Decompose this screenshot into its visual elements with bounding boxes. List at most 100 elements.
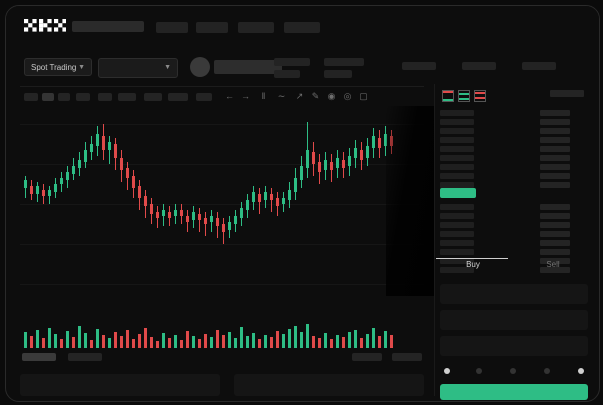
volume-bar (210, 337, 213, 348)
orderbook-depth-selector[interactable] (550, 90, 584, 97)
orderbook-bid-size[interactable] (540, 204, 570, 210)
orderbook-ask-size[interactable] (540, 164, 570, 170)
orderbook-ask-size[interactable] (540, 182, 570, 188)
orderbook-bid-size[interactable] (540, 231, 570, 237)
line-chart-icon[interactable]: ∼ (277, 91, 286, 101)
orderbook-bid-price[interactable] (440, 258, 474, 264)
pencil-icon[interactable]: ✎ (311, 91, 320, 101)
indicator-icon[interactable]: ↗ (295, 91, 304, 101)
orderbook-ask-price[interactable] (440, 182, 474, 188)
candle-body (264, 192, 267, 200)
interval-7[interactable] (144, 93, 162, 101)
bottom-panel-left[interactable] (20, 374, 220, 396)
order-field-3[interactable] (440, 336, 588, 356)
price-chart[interactable] (20, 106, 424, 302)
order-field-2[interactable] (440, 310, 588, 330)
interval-2[interactable] (42, 93, 54, 101)
orderbook-bid-size[interactable] (540, 249, 570, 255)
orderbook-bid-size[interactable] (540, 258, 570, 264)
slider-dot-3[interactable] (544, 368, 550, 374)
interval-9[interactable] (196, 93, 212, 101)
order-book-toolbar (438, 86, 590, 104)
volume-bar (72, 337, 75, 348)
orderbook-ask-price[interactable] (440, 155, 474, 161)
orderbook-bid-price[interactable] (440, 267, 474, 273)
okx-logo[interactable] (24, 19, 66, 32)
slider-dot-1[interactable] (476, 368, 482, 374)
tab-buy[interactable]: Buy (466, 260, 480, 269)
interval-5[interactable] (98, 93, 112, 101)
orderbook-both-icon[interactable] (442, 90, 454, 102)
redo-icon[interactable]: → (241, 91, 250, 101)
stat-3 (402, 62, 436, 70)
nav-item-4[interactable] (284, 22, 320, 33)
orderbook-bid-size[interactable] (540, 267, 570, 273)
chart-control-2[interactable] (392, 353, 422, 361)
volume-bar (132, 339, 135, 348)
candle-body (204, 218, 207, 224)
volume-bar (378, 336, 381, 348)
crosshair-icon[interactable]: ‖ (261, 91, 266, 101)
volume-bar (288, 329, 291, 348)
orderbook-ask-size[interactable] (540, 155, 570, 161)
eye-icon[interactable]: ◎ (343, 91, 352, 101)
orderbook-ask-size[interactable] (540, 128, 570, 134)
search-input[interactable] (72, 21, 144, 32)
interval-4[interactable] (76, 93, 90, 101)
candle-body (174, 210, 177, 216)
submit-buy-button[interactable] (440, 384, 588, 400)
orderbook-bids-icon[interactable] (458, 90, 470, 102)
tab-sell[interactable]: Sell (546, 260, 560, 269)
orderbook-bid-price[interactable] (440, 240, 474, 246)
interval-8[interactable] (168, 93, 188, 101)
amount-slider[interactable] (438, 366, 590, 376)
slider-dot-0[interactable] (444, 368, 450, 374)
orderbook-bid-price[interactable] (440, 213, 474, 219)
orderbook-bid-size[interactable] (540, 222, 570, 228)
chart-tab-1[interactable] (22, 353, 56, 361)
candle-body (348, 156, 351, 166)
orderbook-ask-price[interactable] (440, 164, 474, 170)
orderbook-ask-price[interactable] (440, 128, 474, 134)
orderbook-ask-size[interactable] (540, 119, 570, 125)
interval-3[interactable] (58, 93, 70, 101)
undo-icon[interactable]: ← (225, 91, 234, 101)
orderbook-asks-icon[interactable] (474, 90, 486, 102)
candle-body (276, 198, 279, 206)
candle-body (168, 212, 171, 218)
trading-pair-selector[interactable]: ▼ (98, 58, 178, 78)
volume-bar (234, 338, 237, 348)
volume-bar (342, 337, 345, 348)
slider-dot-4[interactable] (578, 368, 584, 374)
orderbook-bid-size[interactable] (540, 213, 570, 219)
orderbook-ask-size[interactable] (540, 146, 570, 152)
nav-item-3[interactable] (238, 22, 274, 33)
orderbook-ask-price[interactable] (440, 146, 474, 152)
chart-control-1[interactable] (352, 353, 382, 361)
order-field-1[interactable] (440, 284, 588, 304)
orderbook-bid-price[interactable] (440, 249, 474, 255)
volume-bar (54, 334, 57, 348)
chevron-down-icon: ▼ (78, 64, 85, 71)
orderbook-ask-size[interactable] (540, 110, 570, 116)
orderbook-ask-price[interactable] (440, 173, 474, 179)
orderbook-bid-size[interactable] (540, 240, 570, 246)
orderbook-bid-price[interactable] (440, 231, 474, 237)
bottom-panel-right[interactable] (234, 374, 424, 396)
magnet-icon[interactable]: ◉ (327, 91, 336, 101)
orderbook-bid-price[interactable] (440, 222, 474, 228)
orderbook-ask-size[interactable] (540, 173, 570, 179)
chart-tab-2[interactable] (68, 353, 102, 361)
orderbook-bid-price[interactable] (440, 204, 474, 210)
orderbook-ask-price[interactable] (440, 119, 474, 125)
trash-icon[interactable]: ▢ (359, 91, 368, 101)
orderbook-ask-price[interactable] (440, 110, 474, 116)
nav-item-2[interactable] (196, 22, 228, 33)
interval-1[interactable] (24, 93, 38, 101)
orderbook-ask-price[interactable] (440, 137, 474, 143)
nav-item-1[interactable] (156, 22, 188, 33)
orderbook-ask-size[interactable] (540, 137, 570, 143)
slider-dot-2[interactable] (510, 368, 516, 374)
interval-6[interactable] (118, 93, 136, 101)
market-type-selector[interactable]: Spot Trading ▼ (24, 58, 92, 76)
